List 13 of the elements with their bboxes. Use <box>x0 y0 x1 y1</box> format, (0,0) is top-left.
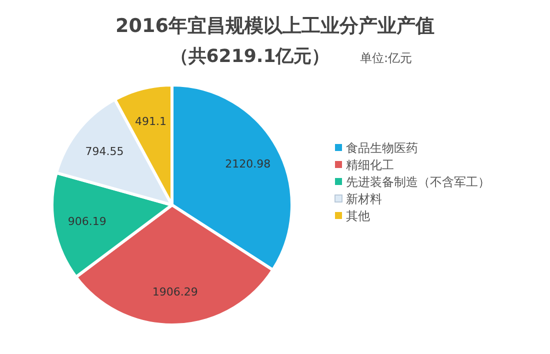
legend-label: 其他 <box>346 209 370 223</box>
legend-label: 食品生物医药 <box>346 141 418 155</box>
legend-label: 先进装备制造（不含军工） <box>346 175 490 189</box>
data-label: 491.1 <box>135 115 167 128</box>
data-label: 906.19 <box>68 214 106 228</box>
data-label: 2120.98 <box>225 158 271 171</box>
data-label: 1906.29 <box>152 285 198 298</box>
chart-title: 2016年宜昌规模以上工业分产业产值 <box>116 15 434 37</box>
legend-label: 新材料 <box>346 192 382 206</box>
legend-label: 精细化工 <box>346 158 394 172</box>
chart-subtitle: （共6219.1亿元） <box>170 46 330 67</box>
data-label: 794.55 <box>85 145 124 158</box>
text: 单位:亿元 <box>360 51 412 65</box>
